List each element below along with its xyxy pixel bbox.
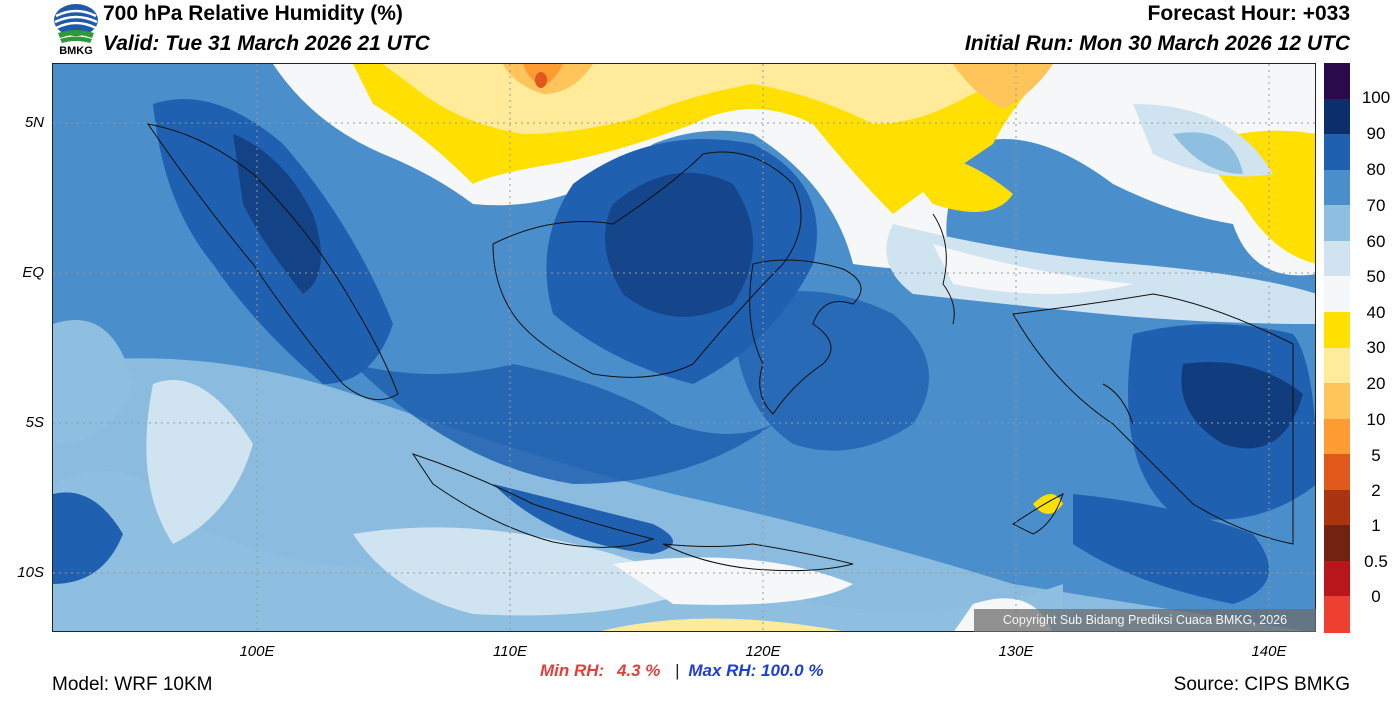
max-rh-label: Max RH: 100.0 % [688, 661, 824, 680]
colorbar-swatch [1324, 311, 1350, 348]
legend-label-30: 30 [1366, 338, 1386, 357]
legend-label-5: 5 [1371, 446, 1381, 465]
legend-label-70: 70 [1366, 196, 1386, 215]
legend-label-0-5: 0.5 [1364, 552, 1388, 571]
legend-label-100: 100 [1361, 88, 1391, 107]
colorbar [1324, 63, 1350, 633]
colorbar-swatch [1324, 489, 1350, 526]
map-title: 700 hPa Relative Humidity (%) [103, 2, 403, 25]
logo-text: BMKG [59, 45, 93, 57]
legend-label-90: 90 [1366, 124, 1386, 143]
lon-label-120e: 120E [745, 643, 781, 660]
humidity-map [52, 63, 1316, 632]
min-rh-value: 4.3 % [616, 661, 661, 680]
colorbar-swatch [1324, 560, 1350, 597]
rh-stats: Min RH: 4.3 % | Max RH: 100.0 % [540, 661, 823, 681]
lat-label-eq: EQ [22, 264, 44, 281]
min-rh-label: Min RH: [540, 661, 605, 680]
initial-run: Initial Run: Mon 30 March 2026 12 UTC [964, 32, 1350, 55]
colorbar-swatch [1324, 383, 1350, 420]
model-label: Model: WRF 10KM [52, 674, 213, 695]
stats-separator: | [675, 661, 680, 680]
copyright-notice: Copyright Sub Bidang Prediksi Cuaca BMKG… [974, 609, 1316, 632]
lat-label-10s: 10S [17, 564, 44, 581]
colorbar-swatch [1324, 98, 1350, 135]
colorbar-swatch [1324, 525, 1350, 562]
lon-label-100e: 100E [239, 643, 275, 660]
colorbar-swatch [1324, 205, 1350, 242]
source-label: Source: CIPS BMKG [1173, 674, 1350, 695]
colorbar-swatch [1324, 169, 1350, 206]
legend-label-1: 1 [1371, 516, 1381, 535]
bmkg-logo: BMKG [52, 2, 100, 60]
colorbar-swatch [1324, 63, 1350, 100]
legend-label-2: 2 [1371, 481, 1381, 500]
lon-label-130e: 130E [998, 643, 1034, 660]
legend-label-80: 80 [1366, 160, 1386, 179]
colorbar-swatch [1324, 418, 1350, 455]
lat-label-5n: 5N [24, 114, 44, 131]
colorbar-swatch [1324, 240, 1350, 277]
legend-label-60: 60 [1366, 232, 1386, 251]
legend-label-40: 40 [1366, 303, 1386, 322]
legend-label-20: 20 [1366, 374, 1386, 393]
valid-time: Valid: Tue 31 March 2026 21 UTC [103, 32, 430, 55]
colorbar-swatch [1324, 134, 1350, 171]
lat-label-5s: 5S [25, 414, 44, 431]
legend-label-50: 50 [1366, 267, 1386, 286]
colorbar-swatch [1324, 347, 1350, 384]
colorbar-swatch [1324, 276, 1350, 313]
colorbar-swatch [1324, 596, 1350, 633]
lon-label-140e: 140E [1251, 643, 1287, 660]
legend-label-0: 0 [1371, 587, 1381, 606]
lon-label-110e: 110E [493, 643, 527, 660]
humidity-field [53, 64, 1315, 631]
legend-label-10: 10 [1366, 410, 1386, 429]
colorbar-swatch [1324, 454, 1350, 491]
forecast-hour: Forecast Hour: +033 [1147, 2, 1351, 25]
